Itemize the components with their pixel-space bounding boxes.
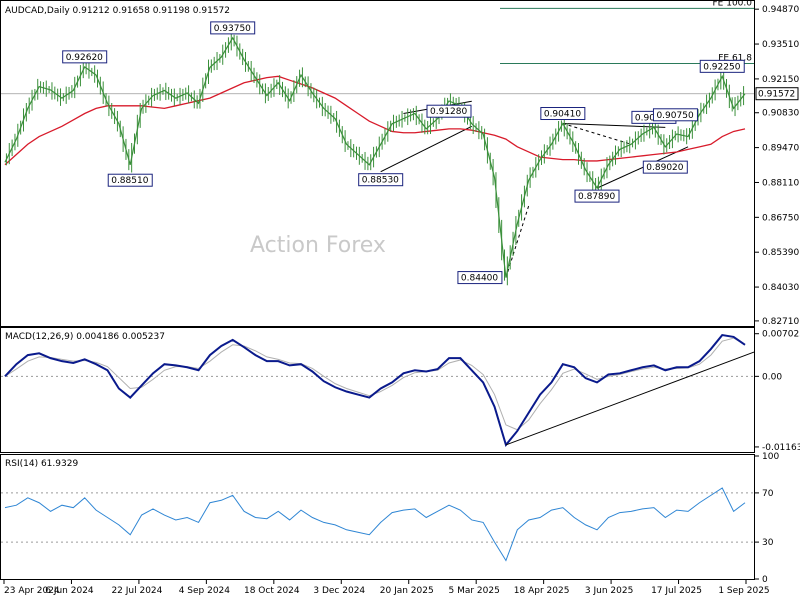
price-annotation-label: 0.92620 [66, 53, 103, 63]
time-tick-label: 4 Sep 2024 [179, 586, 231, 596]
time-tick-label: 5 Mar 2025 [449, 586, 500, 596]
price-annotation-label: 0.88510 [111, 176, 148, 186]
rsi-line [4, 487, 746, 562]
price-tick-label: 0.82710 [762, 317, 799, 327]
macd-panel-frame [0, 327, 755, 453]
price-tick-label: 0.89470 [762, 144, 799, 154]
rsi-tick-label: 30 [762, 538, 774, 548]
price-annotation-box [62, 50, 108, 64]
price-tick-label: 0.85390 [762, 248, 799, 258]
price-annotation-box [358, 173, 404, 187]
price-line [4, 36, 746, 278]
time-tick-label: 22 Jul 2024 [111, 586, 162, 596]
time-tick-label: 1 Sep 2025 [718, 586, 769, 596]
rsi-tick-label: 100 [762, 452, 779, 462]
macd-tick-label: 0.007025 [762, 330, 800, 340]
price-annotation-label: 0.90750 [656, 111, 693, 121]
macd-header: MACD(12,26,9) 0.004186 0.005237 [5, 332, 165, 342]
rsi-header: RSI(14) 61.9329 [5, 459, 78, 469]
rsi-panel: 100 70 30 0 [1, 452, 779, 585]
time-tick-label: 3 Dec 2024 [313, 586, 365, 596]
price-annotation-label: 0.87890 [578, 192, 615, 202]
price-annotation-label: 0.84400 [461, 274, 498, 284]
price-annotation-label: 0.89020 [646, 163, 683, 173]
rsi-tick-label: 70 [762, 489, 774, 499]
time-tick-label: 17 Jul 2025 [651, 586, 702, 596]
time-tick-label: 20 Jan 2025 [380, 586, 434, 596]
price-annotation-box [699, 59, 745, 73]
price-tick-label: 0.92150 [762, 75, 799, 85]
price-annotation-label: 0.88530 [362, 176, 399, 186]
price-annotation-box [652, 108, 698, 122]
main-panel-frame [0, 0, 755, 327]
price-trendline [380, 125, 472, 173]
price-tick-label: 0.93510 [762, 40, 799, 50]
fib-label: FE 61.8 [718, 54, 752, 64]
price-trendline [596, 146, 689, 189]
price-panel: 0.94870 0.93510 0.92150 0.90830 0.89470 0.881… [1, 0, 799, 327]
rsi-tick-label: 0 [762, 575, 768, 585]
fib-label: FE 100.0 [713, 0, 753, 8]
macd-tick-label: 0.00 [762, 372, 782, 382]
time-tick-label: 3 Jun 2025 [585, 586, 633, 596]
macd-panel: 0.007025 0.00 -0.01163 [1, 330, 800, 453]
macd-trendline [505, 351, 755, 446]
macd-tick-label: -0.01163 [762, 443, 800, 453]
price-annotation-label: 0.90410 [544, 110, 581, 120]
price-annotation-box [426, 104, 472, 118]
price-annotation-box [210, 21, 256, 35]
main-header: AUDCAD,Daily 0.91212 0.91658 0.91198 0.9… [5, 6, 230, 16]
price-annotation-label: 0.93750 [214, 24, 251, 34]
price-tick-label: 0.90830 [762, 109, 799, 119]
price-annotation-box [107, 173, 153, 187]
price-annotation-box [457, 271, 503, 285]
price-trendline [562, 123, 666, 128]
current-price-label: 0.91572 [758, 90, 795, 100]
time-tick-label: 18 Oct 2024 [244, 586, 300, 596]
price-tick-label: 0.94870 [762, 5, 799, 15]
price-annotation-label: 0.92250 [703, 62, 740, 72]
watermark: Action Forex [250, 233, 386, 258]
price-tick-label: 0.86750 [762, 213, 799, 223]
time-tick-label: 6 Jun 2024 [45, 586, 94, 596]
current-price-tag [755, 87, 799, 101]
price-annotation-box [540, 107, 586, 121]
price-annotation-box [574, 189, 620, 203]
price-annotation-box [642, 160, 688, 174]
time-tick-label: 18 Apr 2025 [514, 586, 570, 596]
price-annotation-label: 0.91280 [430, 107, 467, 117]
time-tick-label: 23 Apr 2024 [4, 586, 60, 596]
rsi-panel-frame [0, 454, 755, 580]
price-tick-label: 0.84030 [762, 283, 799, 293]
price-tick-label: 0.88110 [762, 178, 799, 188]
price-trendline [505, 205, 530, 278]
macd-line [4, 333, 746, 448]
moving-average-line [4, 75, 746, 166]
